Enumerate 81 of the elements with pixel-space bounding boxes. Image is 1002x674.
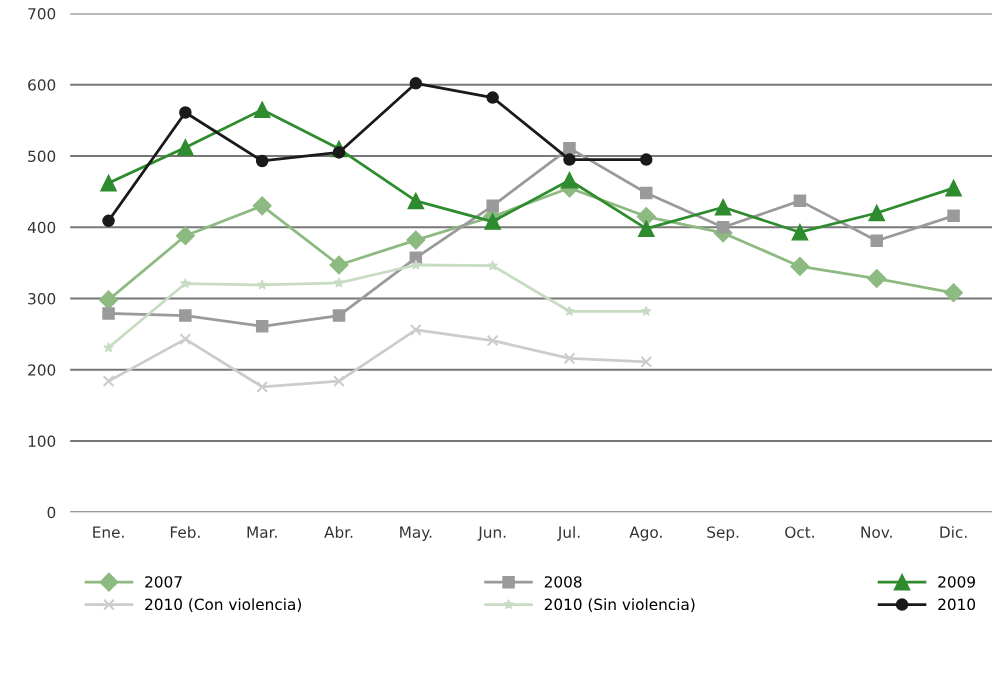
point <box>179 309 192 322</box>
point <box>486 199 499 213</box>
point <box>252 196 272 216</box>
point <box>791 223 809 241</box>
point <box>332 309 346 322</box>
point <box>410 259 422 270</box>
point <box>333 375 345 388</box>
point <box>255 320 269 333</box>
point <box>256 380 269 393</box>
point <box>487 260 498 271</box>
point <box>564 305 575 316</box>
legend-label: 2010 (Con violencia) <box>145 598 301 612</box>
x-tick-label: May. <box>400 526 432 541</box>
point <box>179 106 192 119</box>
point <box>180 277 191 289</box>
x-tick-label: Jun. <box>477 526 506 541</box>
point <box>332 146 346 159</box>
point <box>714 198 732 216</box>
point <box>102 307 115 320</box>
point <box>179 333 192 345</box>
x-tick-label: Nov. <box>861 526 892 538</box>
point <box>253 101 271 119</box>
point <box>640 356 653 368</box>
point <box>716 220 730 234</box>
point <box>790 256 810 276</box>
point <box>407 192 425 210</box>
y-tick-label: 700 <box>28 7 56 20</box>
point <box>640 186 653 200</box>
point <box>870 234 884 248</box>
x-tick-label: Sep. <box>707 526 739 541</box>
point <box>640 153 653 166</box>
point <box>484 213 501 230</box>
point <box>944 283 964 303</box>
point <box>640 305 652 316</box>
x-tick-label: Abr. <box>324 526 353 538</box>
x-tick-label: Ene. <box>93 526 124 538</box>
y-tick-label: 600 <box>28 79 56 91</box>
legend-label: 2010 <box>938 598 976 611</box>
point <box>561 171 578 189</box>
point <box>636 207 656 227</box>
point <box>945 179 962 197</box>
x-tick-label: Mar. <box>247 526 277 538</box>
point <box>329 255 349 275</box>
x-tick-label: Oct. <box>785 526 814 538</box>
legend-label: 2010 (Sin violencia) <box>544 598 695 612</box>
point <box>406 230 426 250</box>
point <box>409 77 423 90</box>
point <box>563 352 576 365</box>
y-tick-label: 0 <box>47 506 56 519</box>
point <box>947 209 960 223</box>
legend-label: 2007 <box>145 576 182 588</box>
point <box>409 323 422 336</box>
point <box>793 194 807 208</box>
point <box>100 174 117 192</box>
point <box>333 277 345 288</box>
y-tick-label: 500 <box>28 150 56 162</box>
point <box>868 204 886 222</box>
x-tick-label: Ago. <box>629 526 662 541</box>
x-tick-label: Dic. <box>940 526 967 538</box>
point <box>255 154 269 168</box>
point <box>867 269 887 289</box>
point <box>486 91 499 104</box>
point <box>102 214 115 228</box>
point <box>637 220 655 237</box>
legend-label: 2009 <box>938 576 975 588</box>
y-tick-label: 300 <box>28 292 56 305</box>
y-tick-label: 100 <box>28 435 56 448</box>
point <box>256 279 268 290</box>
point <box>175 226 195 246</box>
point <box>563 153 576 166</box>
y-tick-label: 200 <box>28 364 56 376</box>
x-tick-label: Jul. <box>557 526 580 541</box>
point <box>103 342 114 353</box>
point <box>563 141 576 155</box>
legend-label: 2008 <box>544 576 582 588</box>
x-tick-label: Feb. <box>170 526 200 538</box>
point <box>99 290 119 310</box>
point <box>486 334 499 347</box>
point <box>102 375 115 388</box>
point <box>177 139 194 156</box>
y-tick-label: 400 <box>27 221 56 234</box>
